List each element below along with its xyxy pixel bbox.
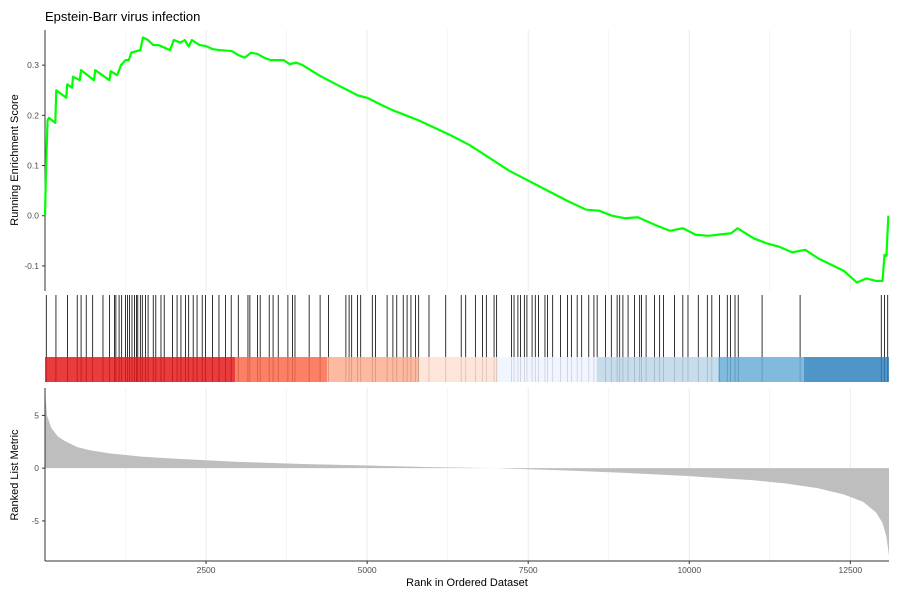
ranked-metric-panel: -5 0 5 2500 5000 7500 10000 12500 Ranked List … bbox=[9, 388, 889, 589]
es-y-tick-label: 0.1 bbox=[27, 161, 39, 171]
metric-y-tick-label: 0 bbox=[34, 463, 39, 473]
es-y-tick-label: 0.2 bbox=[27, 110, 39, 120]
es-y-tick-label: -0.1 bbox=[24, 261, 39, 271]
x-tick-label: 5000 bbox=[358, 565, 377, 575]
x-ticks: 2500 5000 7500 10000 12500 bbox=[197, 561, 863, 575]
color-band bbox=[45, 357, 236, 382]
color-band bbox=[597, 357, 719, 382]
color-band bbox=[718, 357, 804, 382]
x-tick-label: 7500 bbox=[519, 565, 538, 575]
color-band bbox=[418, 357, 498, 382]
es-y-tick-label: 0.0 bbox=[27, 211, 39, 221]
running-es-line bbox=[43, 36, 890, 284]
color-band bbox=[327, 357, 419, 382]
hits-panel bbox=[45, 295, 889, 382]
rank-color-bar bbox=[45, 357, 889, 382]
x-axis-title: Rank in Ordered Dataset bbox=[406, 577, 528, 589]
es-y-tick-label: 0.3 bbox=[27, 60, 39, 70]
x-tick-label: 10000 bbox=[677, 565, 701, 575]
chart-title: Epstein-Barr virus infection bbox=[45, 9, 200, 24]
color-band bbox=[803, 357, 889, 382]
ranked-metric-area bbox=[45, 389, 889, 556]
metric-y-ticks: -5 0 5 bbox=[31, 410, 45, 526]
x-tick-label: 12500 bbox=[839, 565, 863, 575]
metric-y-tick-label: -5 bbox=[31, 516, 39, 526]
metric-y-tick-label: 5 bbox=[34, 410, 39, 420]
metric-y-axis-title: Ranked List Metric bbox=[9, 429, 21, 521]
running-es-panel: -0.1 0.0 0.1 0.2 0.3 Running Enrichment Scor… bbox=[9, 30, 890, 291]
es-gridlines bbox=[125, 30, 851, 291]
color-band bbox=[497, 357, 598, 382]
es-y-ticks: -0.1 0.0 0.1 0.2 0.3 bbox=[24, 60, 45, 271]
color-band bbox=[235, 357, 328, 382]
x-tick-label: 2500 bbox=[197, 565, 216, 575]
es-y-axis-title: Running Enrichment Score bbox=[9, 94, 21, 225]
